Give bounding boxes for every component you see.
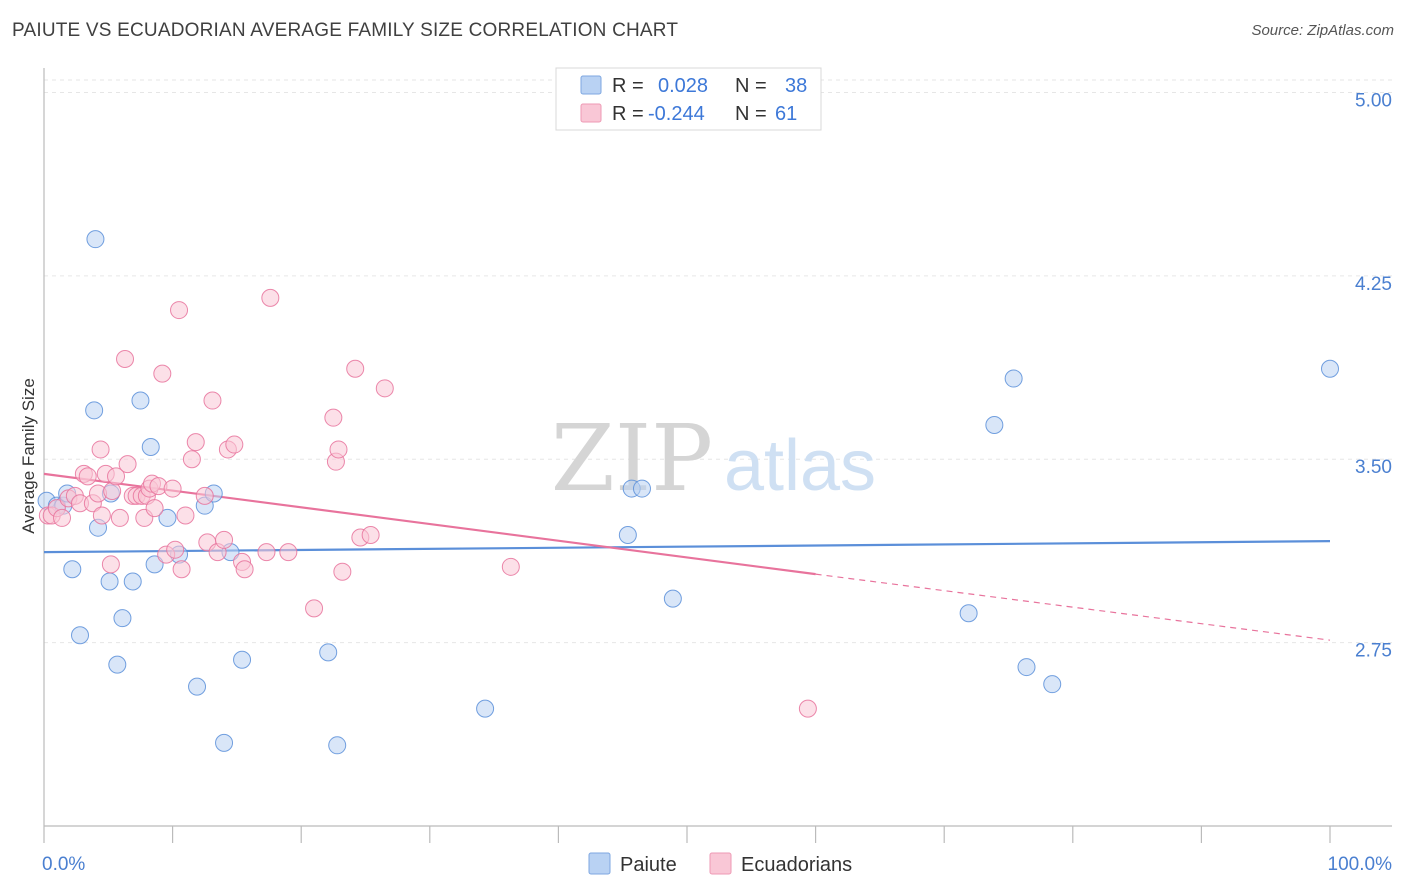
data-point [131,391,150,410]
data-point [235,560,254,579]
data-point [959,604,978,623]
legend-n-value: 61 [775,103,797,125]
series-ecuadorians [38,288,817,718]
watermark-atlas: atlas [724,426,876,506]
data-point [215,733,234,752]
data-point [257,543,276,562]
legend-r-label: R = [612,103,644,125]
axes [43,68,1392,843]
data-point [215,530,234,549]
source-label: Source: ZipAtlas.com [1251,22,1394,39]
data-point [225,435,244,454]
data-point [233,650,252,669]
data-point [501,557,520,576]
data-point [333,562,352,581]
legend-r-label: R = [612,75,644,97]
legend-label-ecuadorians: Ecuadorians [741,854,852,876]
x-tick-label: 0.0% [42,854,85,875]
data-point [63,560,82,579]
data-point [85,401,104,420]
x-tick-label: 100.0% [1328,854,1393,875]
data-point [1043,675,1062,694]
legend-r-value: -0.244 [648,103,705,125]
data-point [985,415,1004,434]
data-point [101,555,120,574]
data-point [108,655,127,674]
data-point [145,555,164,574]
data-point [71,626,90,645]
data-point [618,526,637,545]
data-point [324,408,343,427]
legend-swatch-ecuadorians [709,852,732,875]
data-point [305,599,324,618]
data-point [798,699,817,718]
data-point [123,572,142,591]
data-point [86,230,105,249]
y-tick-label: 5.00 [1355,90,1392,111]
data-point [195,486,214,505]
y-tick-label: 4.25 [1355,274,1392,295]
data-point [279,543,298,562]
data-point [361,526,380,545]
data-point [153,364,172,383]
data-point [170,301,189,320]
data-point [53,508,72,527]
data-point [1321,359,1339,378]
data-point [182,450,201,469]
data-point [141,438,160,456]
data-point [188,677,207,696]
data-point [163,479,182,498]
data-point [1004,369,1023,388]
legend-n-label: N = [735,75,767,97]
legend-label-paiute: Paiute [620,854,677,876]
trend-line-extension-ecuadorians [815,573,1331,641]
data-point [116,349,135,368]
data-point [203,391,222,410]
legend-swatch-paiute [588,852,611,875]
y-tick-label: 2.75 [1355,641,1392,662]
data-point [346,359,365,378]
legend-swatch-paiute [580,75,602,95]
data-point [91,440,110,459]
data-points [37,230,1339,755]
data-point [261,288,280,307]
data-point [476,699,495,718]
data-point [78,467,97,486]
x-tick-labels: 0.0% 100.0% [42,854,1392,875]
data-point [176,506,195,525]
data-point [663,589,682,608]
data-point [145,499,164,518]
data-point [186,433,205,452]
correlation-legend: R = 0.028 N = 38 R = -0.244 N = 61 [555,67,822,131]
data-point [110,508,129,527]
legend-n-value: 38 [785,75,807,97]
y-tick-label: 3.50 [1355,457,1392,478]
data-point [92,506,111,525]
series-paiute [37,230,1339,755]
data-point [107,467,126,486]
series-legend: Paiute Ecuadorians [588,852,852,876]
data-point [375,379,394,398]
data-point [328,736,347,755]
chart-title: PAIUTE VS ECUADORIAN AVERAGE FAMILY SIZE… [12,20,679,41]
y-tick-labels: 2.75 3.50 4.25 5.00 [1355,90,1392,661]
data-point [632,479,651,498]
legend-n-label: N = [735,103,767,125]
y-axis-label: Average Family Size [19,378,38,534]
data-point [158,508,177,527]
watermark: ZIP atlas [551,405,876,512]
data-point [319,643,338,662]
legend-swatch-ecuadorians [580,103,602,123]
data-point [100,572,119,591]
data-point [118,455,137,474]
data-point [166,540,185,559]
data-point [172,560,191,579]
legend-r-value: 0.028 [658,75,708,97]
data-point [1017,658,1036,677]
data-point [113,609,132,628]
data-point [329,440,348,459]
